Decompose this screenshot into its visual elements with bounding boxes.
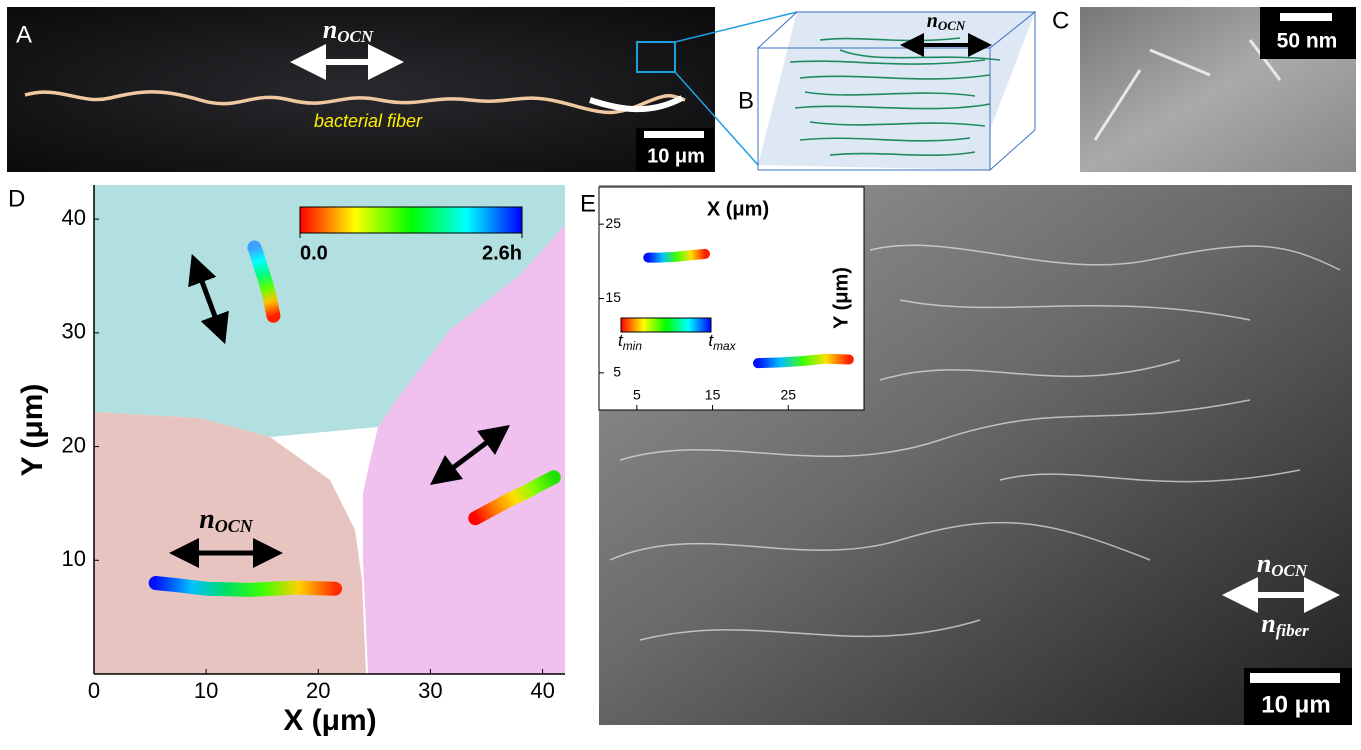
colorbar	[621, 318, 711, 332]
director-sub: fiber	[1276, 621, 1309, 640]
director-sub: OCN	[337, 27, 374, 46]
director-base: n	[199, 504, 215, 535]
scale-bar-label: 10 μm	[647, 145, 705, 167]
panel-label: B	[738, 87, 754, 114]
label-sub: min	[623, 339, 643, 353]
trajectory	[648, 254, 705, 258]
y-axis-title: Y (μm)	[830, 267, 852, 329]
y-tick-label: 30	[62, 319, 86, 344]
y-tick-label: 40	[62, 205, 86, 230]
director-sub: OCN	[215, 516, 254, 536]
y-tick-label: 10	[62, 546, 86, 571]
region	[94, 412, 366, 674]
scale-bar	[644, 131, 704, 138]
box-face	[758, 12, 1035, 170]
x-tick-label: 30	[418, 678, 442, 703]
panel-label: D	[8, 185, 25, 212]
x-tick-label: 25	[780, 387, 796, 403]
colorbar	[300, 207, 522, 233]
panel-label: C	[1052, 7, 1069, 34]
director-base: n	[927, 10, 938, 32]
x-tick-label: 15	[705, 387, 721, 403]
colorbar-tick-label: 2.6h	[482, 242, 522, 264]
director-base: n	[1261, 609, 1275, 638]
scale-bar	[1280, 13, 1332, 21]
colorbar-tick-label: 0.0	[300, 242, 328, 264]
x-tick-label: 10	[194, 678, 218, 703]
label-sub: max	[713, 339, 737, 353]
x-tick-label: 5	[633, 387, 641, 403]
panel-label: A	[16, 21, 32, 48]
caption: bacterial fiber	[314, 111, 423, 131]
trajectory	[156, 583, 335, 590]
x-axis-title: X (μm)	[707, 198, 769, 220]
y-axis-title: Y (μm)	[16, 384, 49, 477]
figure: A nOCN bacterial fiber 10 μm B nOCN C 50…	[0, 0, 1361, 745]
panel-label: E	[580, 190, 596, 217]
trajectory	[758, 359, 849, 363]
x-tick-label: 40	[530, 678, 554, 703]
y-tick-label: 15	[605, 289, 621, 305]
x-axis-title: X (μm)	[283, 704, 376, 737]
director-sub: OCN	[1271, 561, 1308, 580]
x-tick-label: 20	[306, 678, 330, 703]
panel-b: B nOCN	[738, 10, 1035, 170]
inset-frame	[599, 187, 864, 410]
panel-a: A nOCN bacterial fiber 10 μm	[7, 7, 797, 172]
scale-bar	[1250, 673, 1340, 683]
box-edge	[990, 130, 1035, 170]
y-tick-label: 25	[605, 215, 621, 231]
x-tick-label: 0	[88, 678, 100, 703]
director-base: n	[323, 15, 337, 44]
scale-bar-label: 10 μm	[1261, 691, 1330, 718]
y-tick-label: 5	[613, 364, 621, 380]
scale-bar-label: 50 nm	[1277, 30, 1338, 53]
director-base: n	[1257, 549, 1271, 578]
y-tick-label: 20	[62, 432, 86, 457]
panel-c: C 50 nm	[1052, 7, 1356, 172]
director-sub: OCN	[938, 18, 966, 33]
panel-e: E nOCN nfiber 10 μm	[580, 185, 1352, 725]
